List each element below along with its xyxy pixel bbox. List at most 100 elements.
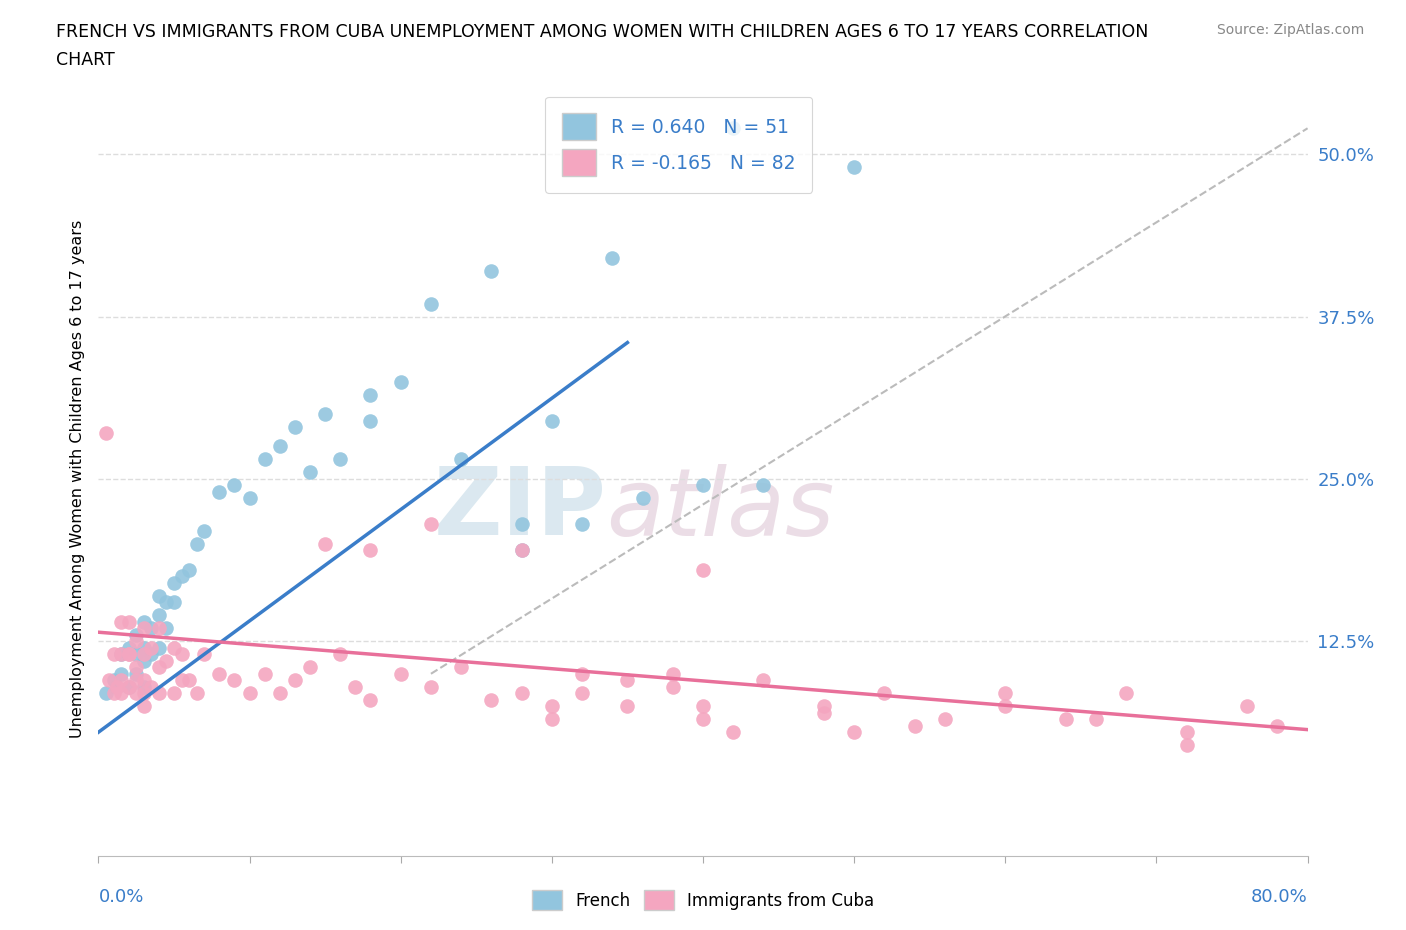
Point xyxy=(329,452,352,467)
Point xyxy=(110,666,132,681)
Point xyxy=(163,576,186,591)
Point xyxy=(179,563,201,578)
Point xyxy=(692,563,714,578)
Point xyxy=(170,569,193,584)
Point xyxy=(208,666,231,681)
Point xyxy=(510,517,533,532)
Point xyxy=(571,685,593,700)
Point xyxy=(125,660,148,675)
Point xyxy=(481,264,503,279)
Point xyxy=(329,647,352,662)
Point xyxy=(125,685,148,700)
Point xyxy=(148,589,170,604)
Point xyxy=(389,374,412,389)
Point xyxy=(132,654,155,669)
Point xyxy=(163,595,186,610)
Point xyxy=(125,628,148,643)
Text: Source: ZipAtlas.com: Source: ZipAtlas.com xyxy=(1216,23,1364,37)
Point xyxy=(692,711,714,726)
Point xyxy=(269,685,291,700)
Legend: R = 0.640   N = 51, R = -0.165   N = 82: R = 0.640 N = 51, R = -0.165 N = 82 xyxy=(546,97,813,193)
Point xyxy=(1175,737,1198,752)
Text: ZIP: ZIP xyxy=(433,463,606,555)
Point xyxy=(510,543,533,558)
Point xyxy=(132,672,155,687)
Point xyxy=(752,672,775,687)
Point xyxy=(844,724,866,739)
Point xyxy=(132,698,155,713)
Point xyxy=(540,413,562,428)
Point xyxy=(132,685,155,700)
Point xyxy=(141,641,163,656)
Point xyxy=(602,251,624,266)
Point xyxy=(170,647,193,662)
Point xyxy=(141,679,163,694)
Point xyxy=(148,660,170,675)
Point xyxy=(344,679,367,694)
Point xyxy=(125,647,148,662)
Point xyxy=(450,660,472,675)
Point xyxy=(389,666,412,681)
Point xyxy=(141,647,163,662)
Point xyxy=(661,679,683,694)
Point xyxy=(118,647,141,662)
Point xyxy=(94,685,117,700)
Point xyxy=(1115,685,1137,700)
Point xyxy=(420,679,443,694)
Point xyxy=(752,478,775,493)
Point xyxy=(148,641,170,656)
Point xyxy=(118,647,141,662)
Point xyxy=(110,615,132,630)
Point xyxy=(163,641,186,656)
Point xyxy=(94,426,117,441)
Legend: French, Immigrants from Cuba: French, Immigrants from Cuba xyxy=(526,884,880,917)
Point xyxy=(103,647,125,662)
Point xyxy=(314,406,336,421)
Point xyxy=(239,685,262,700)
Text: CHART: CHART xyxy=(56,51,115,69)
Point xyxy=(132,621,155,636)
Point xyxy=(813,698,835,713)
Point xyxy=(253,666,276,681)
Point xyxy=(299,660,322,675)
Point xyxy=(224,478,246,493)
Point xyxy=(105,679,128,694)
Point xyxy=(723,121,745,136)
Point xyxy=(224,672,246,687)
Point xyxy=(118,679,141,694)
Point xyxy=(994,685,1017,700)
Point xyxy=(125,634,148,649)
Point xyxy=(141,621,163,636)
Point xyxy=(723,724,745,739)
Point xyxy=(148,608,170,623)
Point xyxy=(193,524,215,538)
Point xyxy=(132,647,155,662)
Point xyxy=(360,413,382,428)
Point xyxy=(360,692,382,707)
Point xyxy=(934,711,956,726)
Point xyxy=(98,672,121,687)
Point xyxy=(193,647,215,662)
Point xyxy=(299,465,322,480)
Point xyxy=(186,685,208,700)
Point xyxy=(284,419,307,434)
Point xyxy=(873,685,896,700)
Point xyxy=(1267,718,1289,733)
Point xyxy=(844,160,866,175)
Point xyxy=(118,615,141,630)
Point xyxy=(103,672,125,687)
Point xyxy=(125,672,148,687)
Point xyxy=(616,698,638,713)
Point xyxy=(163,685,186,700)
Text: atlas: atlas xyxy=(606,463,835,554)
Point xyxy=(360,387,382,402)
Point xyxy=(994,698,1017,713)
Point xyxy=(132,615,155,630)
Point xyxy=(132,641,155,656)
Point xyxy=(103,685,125,700)
Point xyxy=(481,692,503,707)
Point xyxy=(170,672,193,687)
Point xyxy=(148,621,170,636)
Point xyxy=(450,452,472,467)
Point xyxy=(110,647,132,662)
